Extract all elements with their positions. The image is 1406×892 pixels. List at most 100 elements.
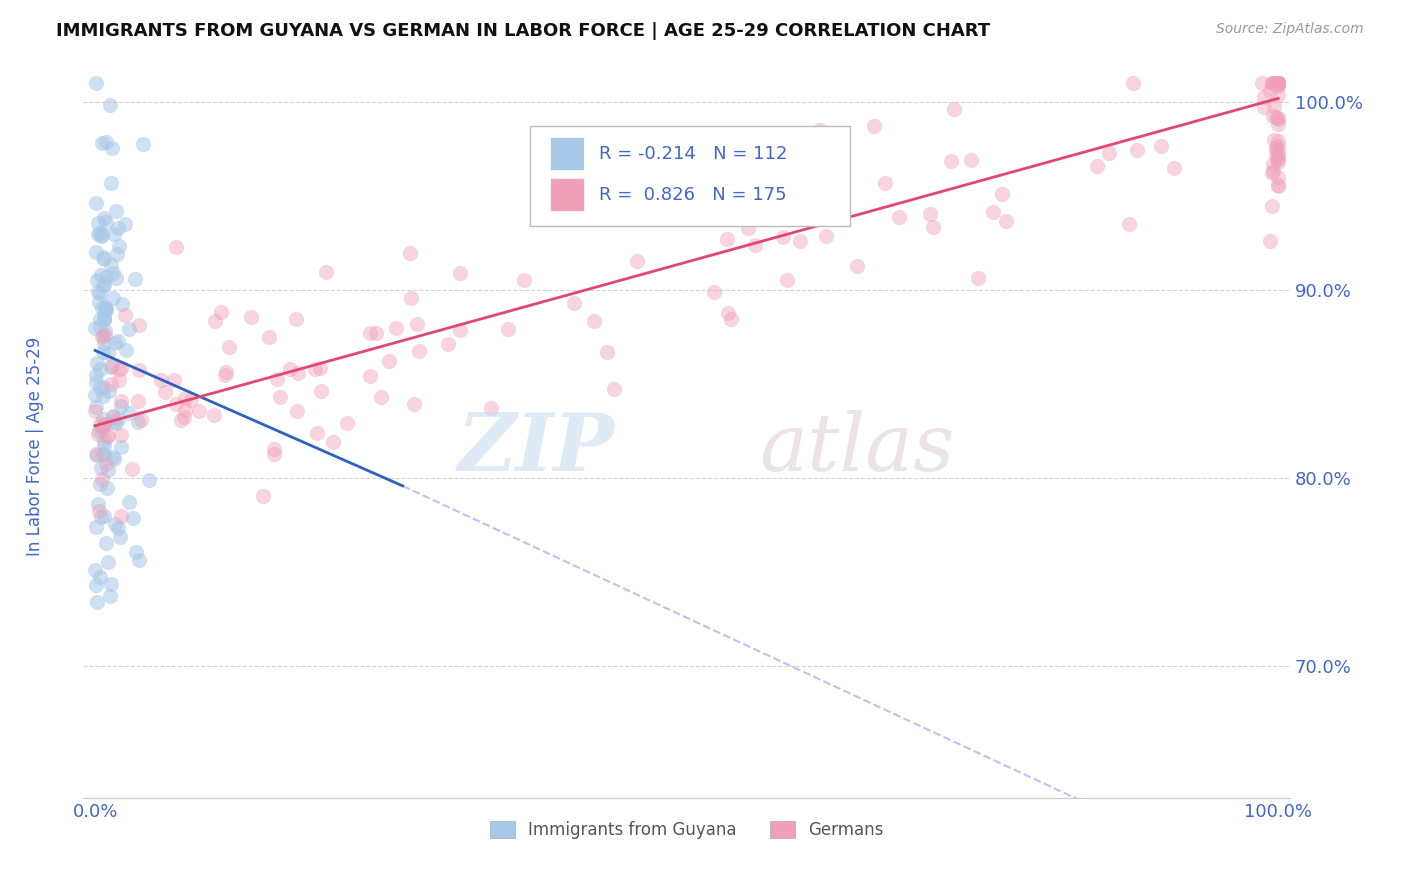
Point xyxy=(84,400,107,414)
Point xyxy=(94,328,117,343)
Point xyxy=(776,273,799,287)
Point xyxy=(370,391,392,405)
Point xyxy=(94,536,117,550)
Point xyxy=(84,76,107,90)
Point xyxy=(1267,76,1289,90)
Point xyxy=(1267,76,1289,90)
Point xyxy=(114,218,136,232)
Point xyxy=(110,399,132,413)
Point xyxy=(93,310,115,325)
Point xyxy=(1264,140,1286,154)
Point xyxy=(716,232,738,246)
Point xyxy=(93,417,115,431)
Point xyxy=(1265,76,1288,90)
Point xyxy=(108,373,131,387)
Point xyxy=(991,187,1014,202)
Point xyxy=(1267,170,1289,185)
Point xyxy=(87,216,110,230)
Point xyxy=(101,266,124,280)
Point xyxy=(128,363,150,377)
Point xyxy=(165,396,187,410)
Point xyxy=(131,413,153,427)
Point xyxy=(90,228,112,243)
Point xyxy=(815,229,838,244)
Point xyxy=(305,426,328,441)
Point xyxy=(1085,159,1108,173)
Point xyxy=(875,176,897,190)
Point xyxy=(96,135,118,149)
Point xyxy=(1267,145,1289,160)
Point xyxy=(1122,76,1144,90)
Point xyxy=(93,310,115,325)
Point xyxy=(101,450,124,464)
Point xyxy=(173,409,195,424)
Point xyxy=(808,123,831,137)
Point xyxy=(110,440,132,454)
Point xyxy=(939,154,962,169)
Point xyxy=(100,258,122,272)
Point xyxy=(91,329,114,343)
Point xyxy=(922,220,945,235)
Point xyxy=(1163,161,1185,175)
Point xyxy=(1267,139,1289,153)
Point xyxy=(1264,76,1286,90)
Point xyxy=(94,270,117,285)
Point xyxy=(1261,157,1284,171)
Point xyxy=(90,422,112,436)
Point xyxy=(90,136,112,151)
Point xyxy=(89,476,111,491)
Point xyxy=(91,389,114,403)
Point xyxy=(1267,112,1289,127)
Point xyxy=(115,343,138,357)
Point xyxy=(385,320,408,334)
Text: atlas: atlas xyxy=(759,410,955,488)
Point xyxy=(91,278,114,293)
Point xyxy=(89,226,111,240)
Point xyxy=(86,227,108,241)
Point xyxy=(402,396,425,410)
Point xyxy=(91,420,114,434)
Point xyxy=(1267,76,1289,90)
Point xyxy=(498,322,520,336)
FancyBboxPatch shape xyxy=(530,126,849,226)
Point xyxy=(94,457,117,471)
Point xyxy=(91,448,114,462)
Text: In Labor Force | Age 25-29: In Labor Force | Age 25-29 xyxy=(27,336,44,556)
Point xyxy=(149,373,172,387)
Point xyxy=(103,451,125,466)
Point xyxy=(278,362,301,376)
Point xyxy=(90,461,112,475)
Point xyxy=(98,589,121,603)
Point xyxy=(90,509,112,524)
Point xyxy=(93,211,115,226)
Point xyxy=(89,312,111,326)
Point xyxy=(359,368,381,383)
Text: ZIP: ZIP xyxy=(457,410,614,488)
Point xyxy=(942,103,965,117)
Point xyxy=(981,205,1004,219)
Point xyxy=(93,336,115,351)
Point xyxy=(93,252,115,266)
Point xyxy=(105,203,128,218)
Point xyxy=(103,227,125,242)
Point xyxy=(1253,90,1275,104)
Point xyxy=(108,363,131,377)
Point xyxy=(1267,117,1289,131)
Point xyxy=(124,271,146,285)
Point xyxy=(91,251,114,265)
Point xyxy=(287,366,309,380)
Point xyxy=(266,371,288,385)
Point xyxy=(87,504,110,518)
Point xyxy=(91,380,114,394)
Point xyxy=(1258,84,1281,98)
Point xyxy=(100,176,122,190)
Point xyxy=(1265,153,1288,168)
Point xyxy=(86,273,108,287)
Point xyxy=(1267,77,1289,91)
Point xyxy=(118,322,141,336)
Point xyxy=(155,385,177,400)
Point xyxy=(1267,179,1289,194)
Point xyxy=(93,313,115,327)
Point xyxy=(93,447,115,461)
Point xyxy=(163,373,186,387)
